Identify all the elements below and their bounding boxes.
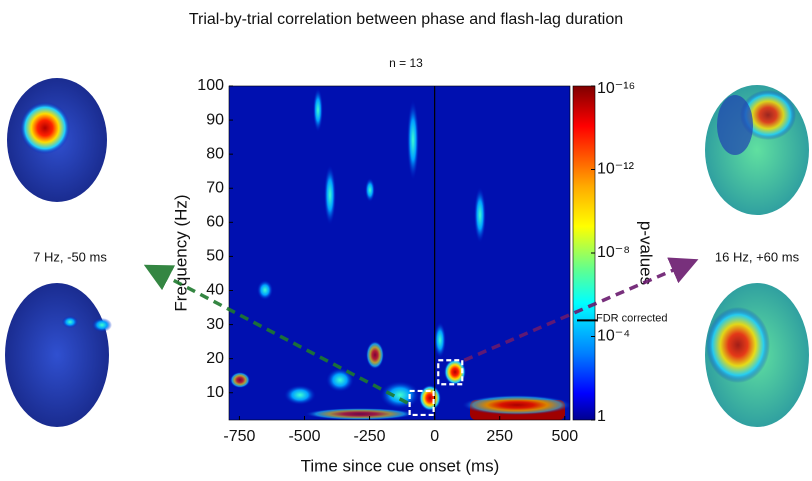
head-activity (92, 318, 112, 332)
pointer-arrow (463, 257, 699, 362)
blob (230, 372, 250, 388)
blob (365, 178, 375, 202)
blob (462, 395, 570, 415)
colorbar-tick-label: 10⁻⁸ (597, 244, 630, 261)
blob (366, 341, 384, 369)
head-activity (740, 90, 796, 140)
y-tick-label: 30 (206, 316, 224, 333)
head-activity (706, 307, 770, 383)
blob (434, 322, 446, 358)
y-tick-label: 70 (206, 179, 224, 196)
colorbar-tick-label: 10⁻¹⁶ (597, 80, 635, 97)
blob (326, 368, 354, 392)
chart-title: Trial-by-trial correlation between phase… (189, 11, 623, 28)
blob (305, 408, 415, 420)
y-tick-label: 80 (206, 145, 224, 162)
x-tick-label: 500 (551, 428, 578, 445)
y-axis-label: Frequency (Hz) (171, 194, 190, 311)
blob (407, 100, 419, 180)
plot-frame (228, 85, 571, 421)
y-tick-label: 20 (206, 350, 224, 367)
x-axis-label: Time since cue onset (ms) (301, 456, 500, 475)
colorbar (573, 86, 595, 420)
blob (313, 88, 323, 132)
x-tick-label: -500 (288, 428, 320, 445)
x-tick-label: -250 (354, 428, 386, 445)
head-activity (20, 102, 70, 154)
colorbar-frame (572, 85, 596, 421)
blob (474, 187, 486, 243)
blob (444, 359, 466, 385)
y-tick-label: 90 (206, 111, 224, 128)
pointer-arrow (143, 264, 409, 405)
head-bottom-left (5, 283, 109, 427)
fdr-threshold-label: FDR corrected (596, 312, 668, 324)
highlight-label: 7 Hz, -50 ms (33, 249, 107, 264)
blob (284, 385, 316, 405)
blob (380, 381, 420, 409)
heatmap-image (229, 86, 570, 420)
highlight-label: 16 Hz, +60 ms (715, 249, 800, 264)
colorbar-tick-label: 10⁻⁴ (597, 328, 630, 345)
x-tick-label: 0 (430, 428, 439, 445)
y-tick-label: 50 (206, 248, 224, 265)
y-tick-label: 100 (197, 77, 224, 94)
heatmap-background (229, 86, 570, 420)
subtitle: n = 13 (389, 56, 423, 70)
blob (324, 165, 336, 225)
head-activity (717, 95, 753, 155)
y-tick-label: 10 (206, 384, 224, 401)
y-tick-label: 60 (206, 214, 224, 231)
colorbar-tick-label: 1 (597, 408, 606, 425)
highlight-box (437, 359, 464, 386)
x-tick-label: -750 (223, 428, 255, 445)
colorbar-label: p-values (637, 221, 656, 285)
colorbar-tick-label: 10⁻¹² (597, 161, 635, 178)
x-tick-label: 250 (486, 428, 513, 445)
head-activity (62, 316, 78, 328)
blob (257, 280, 273, 300)
y-tick-label: 40 (206, 282, 224, 299)
heads (5, 78, 809, 427)
blob (419, 385, 441, 411)
highlight-box (408, 389, 435, 417)
